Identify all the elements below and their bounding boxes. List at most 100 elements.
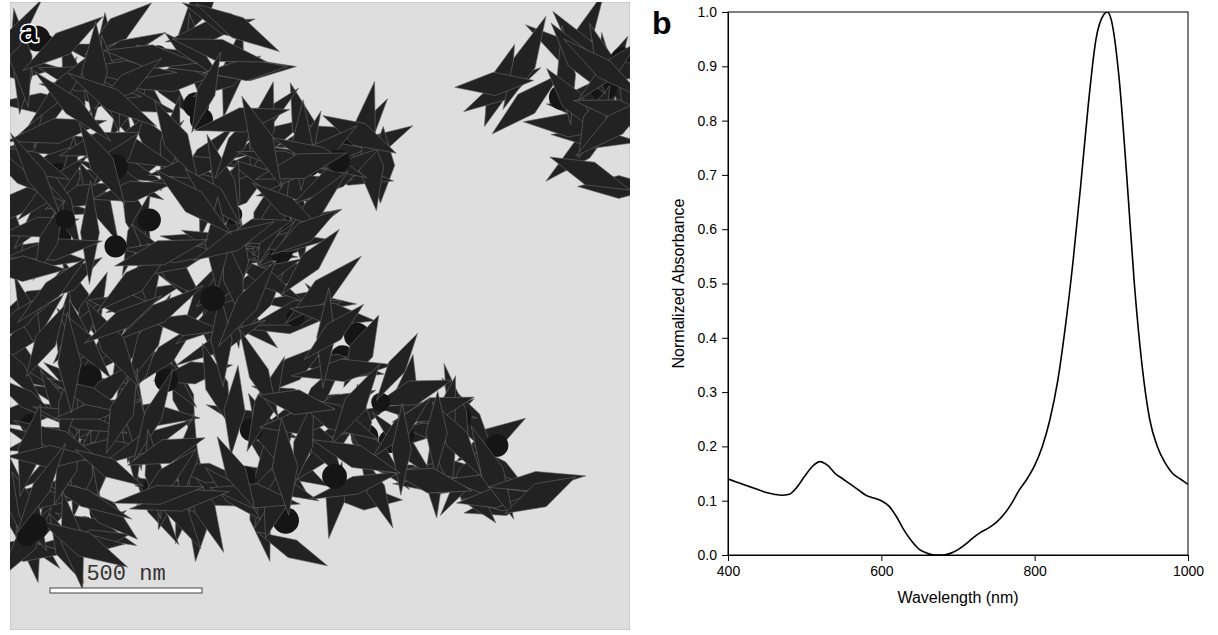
y-tick: 0.0 bbox=[698, 547, 728, 563]
x-axis-line bbox=[729, 556, 1189, 562]
absorbance-line bbox=[728, 12, 1188, 555]
panel-label: a bbox=[20, 13, 38, 49]
y-tick-mark bbox=[722, 66, 728, 67]
bipyramid bbox=[455, 72, 534, 95]
y-axis-line bbox=[722, 13, 729, 556]
x-tick: 600 bbox=[870, 555, 894, 579]
y-tick-label: 1.0 bbox=[698, 4, 718, 20]
nanosphere bbox=[17, 527, 36, 546]
bipyramid bbox=[224, 366, 245, 456]
x-axis: 400 600 800 1000 bbox=[717, 555, 1204, 579]
y-tick: 0.2 bbox=[698, 438, 728, 454]
y-tick: 0.1 bbox=[698, 493, 728, 509]
bipyramid bbox=[503, 16, 546, 109]
bipyramid bbox=[84, 296, 161, 344]
bipyramid bbox=[192, 52, 221, 133]
bipyramid bbox=[156, 170, 231, 234]
x-tick-label: 1000 bbox=[1173, 563, 1204, 579]
y-tick-label: 0.2 bbox=[698, 438, 718, 454]
y-tick-mark bbox=[722, 229, 728, 230]
y-tick-mark bbox=[722, 121, 728, 122]
bipyramid bbox=[79, 123, 125, 204]
bipyramid bbox=[10, 256, 66, 282]
y-tick-label: 0.4 bbox=[698, 330, 718, 346]
bipyramid bbox=[34, 71, 111, 141]
bipyramid bbox=[392, 403, 411, 495]
bipyramid bbox=[128, 438, 206, 466]
bipyramid bbox=[304, 304, 364, 359]
y-tick-label: 0.5 bbox=[698, 275, 718, 291]
x-tick-mark bbox=[1035, 555, 1036, 561]
bipyramid bbox=[113, 486, 204, 505]
nanosphere bbox=[322, 464, 347, 489]
y-tick-mark bbox=[722, 175, 728, 176]
y-tick: 0.7 bbox=[698, 167, 728, 183]
bipyramid bbox=[92, 181, 172, 202]
bipyramid bbox=[11, 133, 62, 220]
y-tick-label: 0.7 bbox=[698, 167, 718, 183]
micrograph bbox=[10, 2, 630, 630]
y-tick: 0.3 bbox=[698, 384, 728, 400]
y-tick: 0.5 bbox=[698, 275, 728, 291]
x-tick-label: 800 bbox=[1023, 563, 1047, 579]
bipyramid bbox=[17, 443, 66, 533]
y-tick: 0.6 bbox=[698, 221, 728, 237]
nanoparticles bbox=[10, 2, 630, 590]
y-tick-label: 0.0 bbox=[698, 547, 718, 563]
bipyramid bbox=[312, 440, 400, 474]
bipyramid bbox=[219, 260, 277, 347]
bipyramid bbox=[376, 333, 417, 400]
bipyramid bbox=[564, 39, 631, 99]
scale-bar bbox=[50, 588, 202, 593]
bipyramid bbox=[115, 240, 208, 266]
bipyramid bbox=[272, 418, 298, 515]
y-tick-label: 0.6 bbox=[698, 221, 718, 237]
bipyramid bbox=[155, 100, 198, 179]
bipyramid bbox=[68, 73, 157, 126]
y-tick-label: 0.1 bbox=[698, 493, 718, 509]
bipyramid bbox=[426, 391, 448, 474]
plot-data bbox=[728, 12, 1188, 555]
y-tick-mark bbox=[722, 392, 728, 393]
x-tick-label: 400 bbox=[717, 563, 741, 579]
panel-label: b bbox=[652, 5, 672, 41]
figure: 500 nmab40060080010000.00.10.20.30.40.50… bbox=[0, 0, 1218, 635]
bipyramid bbox=[576, 94, 630, 156]
y-tick-label: 0.8 bbox=[698, 113, 718, 129]
y-tick: 0.4 bbox=[698, 330, 728, 346]
y-tick-label: 0.3 bbox=[698, 384, 718, 400]
scale-bar-label: 500 nm bbox=[86, 562, 165, 587]
nanosphere bbox=[104, 235, 126, 257]
bipyramid bbox=[505, 477, 576, 514]
bipyramid bbox=[58, 312, 81, 413]
bipyramid bbox=[81, 181, 100, 285]
y-tick-mark bbox=[722, 555, 728, 556]
bipyramid bbox=[291, 359, 394, 382]
y-tick-mark bbox=[722, 338, 728, 339]
bipyramid bbox=[271, 210, 338, 255]
bipyramid bbox=[550, 157, 630, 190]
nanosphere bbox=[200, 286, 225, 311]
nanosphere bbox=[138, 208, 161, 231]
y-axis: 0.0 0.1 0.2 0.3 0.4 0.5 0.6 0.7 0.8 0.9 1.0 bbox=[698, 4, 729, 563]
bipyramid bbox=[257, 532, 327, 566]
y-tick: 0.9 bbox=[698, 58, 728, 74]
x-tick: 1000 bbox=[1173, 555, 1204, 579]
micrograph-background bbox=[10, 2, 630, 630]
bipyramid bbox=[242, 96, 282, 187]
y-axis-title: Normalized Absorbance bbox=[670, 198, 687, 368]
x-tick-mark bbox=[881, 555, 882, 561]
x-axis-title: Wavelength (nm) bbox=[897, 589, 1018, 606]
y-tick-mark bbox=[722, 501, 728, 502]
bipyramid bbox=[41, 522, 128, 568]
y-tick-label: 0.9 bbox=[698, 58, 718, 74]
bipyramid bbox=[194, 222, 274, 261]
y-tick-mark bbox=[722, 284, 728, 285]
bipyramid bbox=[259, 390, 336, 415]
bipyramid bbox=[217, 437, 255, 509]
y-tick-mark bbox=[722, 446, 728, 447]
x-tick: 800 bbox=[1023, 555, 1047, 579]
y-tick: 0.8 bbox=[698, 113, 728, 129]
bipyramid bbox=[239, 329, 278, 418]
y-tick-mark bbox=[722, 12, 728, 13]
